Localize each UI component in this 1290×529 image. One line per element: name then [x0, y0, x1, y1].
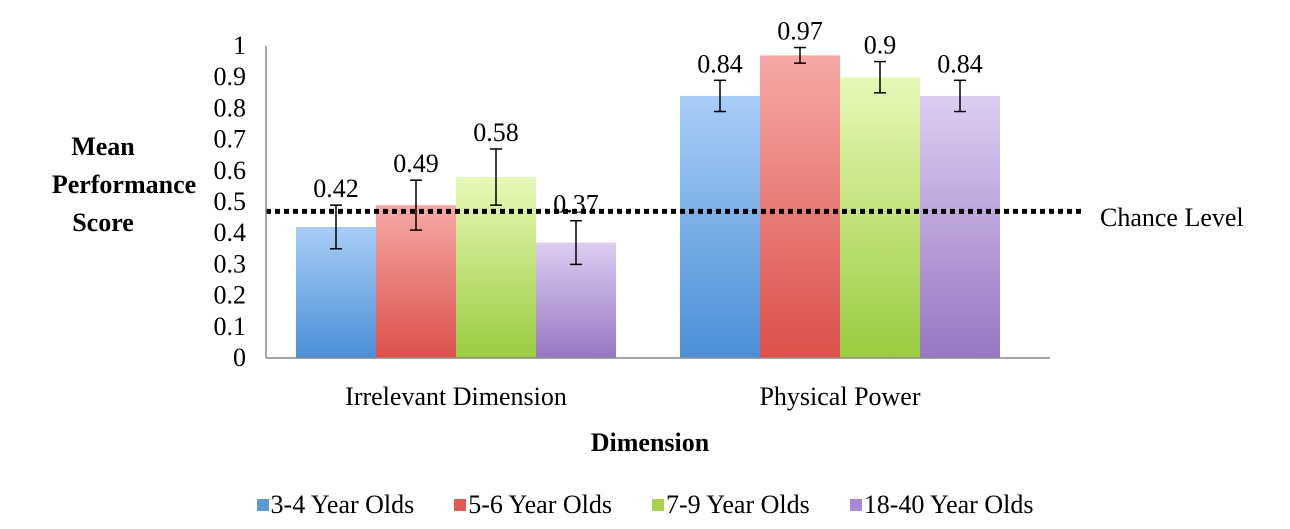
data-label: 0.84: [937, 49, 983, 78]
legend-label: 5-6 Year Olds: [468, 490, 612, 519]
y-tick-label: 0.1: [214, 312, 247, 341]
data-label: 0.9: [864, 31, 897, 60]
y-tick-label: 0.5: [214, 187, 247, 216]
bar: [840, 77, 920, 358]
y-tick-labels: 00.10.2 0.30.40.50.60.7 0.80.91: [214, 31, 247, 372]
legend-item: 18-40 Year Olds: [849, 490, 1034, 520]
data-label: 0.49: [393, 149, 439, 178]
x-category-label: Irrelevant Dimension: [345, 382, 567, 411]
legend-swatch: [454, 499, 467, 511]
data-label: 0.42: [313, 174, 359, 203]
legend-item: 5-6 Year Olds: [454, 490, 612, 520]
legend-item: 3-4 Year Olds: [256, 490, 415, 520]
y-axis-title-line-1: Mean: [71, 132, 135, 161]
x-category-label: Physical Power: [759, 382, 920, 411]
legend-swatch: [652, 499, 664, 511]
y-axis-title: Mean Performance Score: [52, 132, 196, 237]
bar: [760, 55, 840, 359]
y-tick-label: 0.6: [214, 156, 247, 185]
data-label: 0.84: [697, 49, 743, 78]
legend-item: 7-9 Year Olds: [652, 490, 810, 520]
y-tick-label: 0.8: [214, 93, 247, 122]
legend-swatch: [849, 499, 862, 511]
y-tick-label: 0.9: [214, 62, 247, 91]
y-tick-label: 0.4: [214, 218, 247, 247]
y-tick-label: 0.2: [214, 281, 247, 310]
x-category-labels: Irrelevant Dimension Physical Power: [345, 382, 921, 411]
error-bars: [330, 46, 966, 266]
bar: [680, 95, 760, 359]
legend-label: 18-40 Year Olds: [863, 490, 1034, 519]
data-label: 0.97: [777, 17, 823, 46]
x-axis-title: Dimension: [591, 428, 710, 457]
legend-label: 7-9 Year Olds: [666, 490, 810, 519]
y-axis-title-line-3: Score: [72, 208, 134, 237]
y-tick-label: 0: [233, 343, 246, 372]
data-label: 0.37: [553, 190, 599, 219]
legend: 3-4 Year Olds 5-6 Year Olds 7-9 Year Olds 1…: [0, 488, 1290, 522]
bar: [456, 177, 536, 358]
data-label: 0.58: [473, 118, 519, 147]
legend-swatch: [256, 499, 269, 511]
bar: [920, 95, 1000, 359]
y-tick-label: 0.7: [214, 125, 247, 154]
bars: [296, 55, 1000, 359]
legend-label: 3-4 Year Olds: [270, 490, 415, 519]
y-axis-title-line-2: Performance: [52, 170, 196, 199]
y-tick-label: 0.3: [214, 249, 247, 278]
chance-level-label: Chance Level: [1100, 203, 1244, 232]
y-tick-label: 1: [233, 31, 246, 60]
bar-chart: Mean Performance Score 00.10.20.30.40.50…: [52, 17, 1244, 457]
data-labels: 0.42 0.49 0.58 0.37 0.84 0.97 0.9 0.84: [313, 17, 983, 219]
